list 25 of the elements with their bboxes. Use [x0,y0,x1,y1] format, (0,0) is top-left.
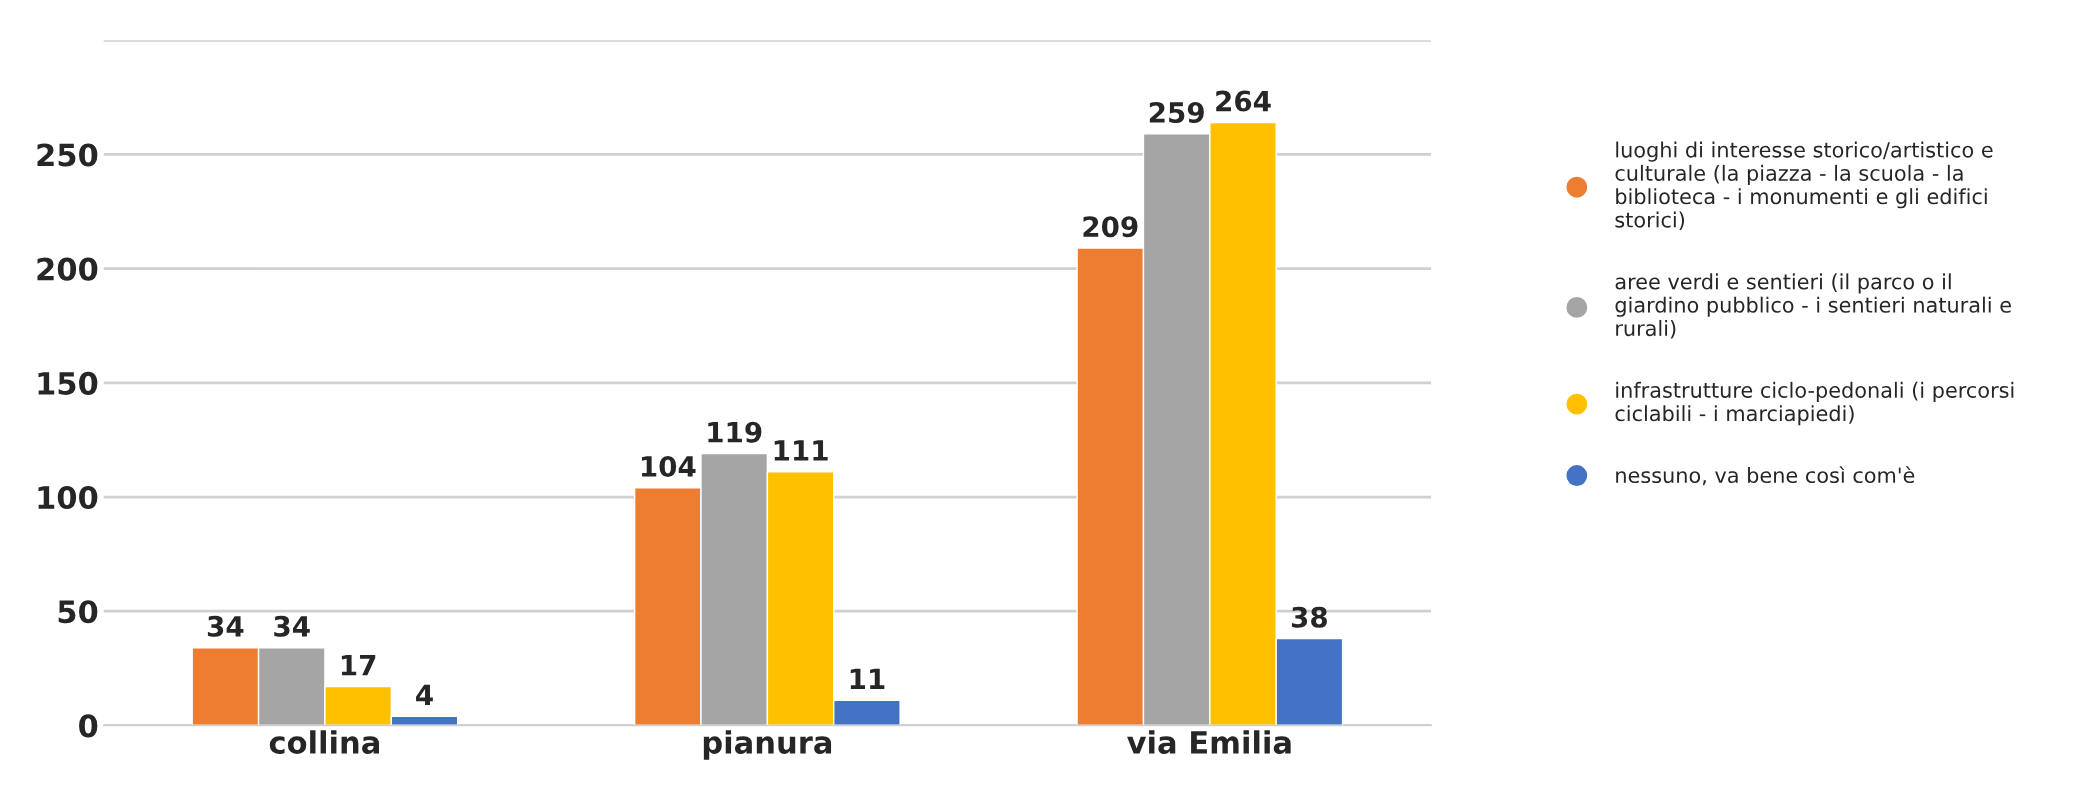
data-label: 264 [1216,90,1271,112]
legend-label: nessuno, va bene così com'è [1616,466,1915,486]
x-tick-label: via Emilia [1127,730,1291,754]
x-tick-label: collina [269,730,379,754]
y-tick-label: 150 [38,371,98,395]
data-label: 34 [274,615,310,637]
data-label: 4 [416,684,433,705]
y-tick-label: 200 [37,257,98,281]
data-label: 34 [207,615,244,637]
x-tick-label: pianura [703,730,832,760]
y-tick-label: 100 [38,485,98,510]
data-label: 111 [774,440,828,461]
legend-label: luoghi di interesse storico/artistico e culturale (la piazza - la scuola - la biblioteca - i monumenti e gli edifici storici) [1615,141,1993,231]
data-label: 17 [341,654,376,676]
data-label: 11 [850,668,885,689]
y-tick-label: 0 [79,714,98,738]
legend-label: aree verdi e sentieri (il parco o il giardino pubblico - i sentieri naturali e rurali) [1615,273,2011,339]
data-label: 209 [1083,216,1138,238]
data-label: 104 [641,455,696,477]
y-tick-label: 50 [58,600,98,624]
data-label: 259 [1149,101,1204,123]
data-label: 119 [708,421,762,443]
y-tick-label: 250 [37,143,98,167]
data-label: 38 [1291,606,1327,628]
legend-label: infrastrutture ciclo-pedonali (i percorsi ciclabili - i marciapiedi) [1615,381,2014,426]
